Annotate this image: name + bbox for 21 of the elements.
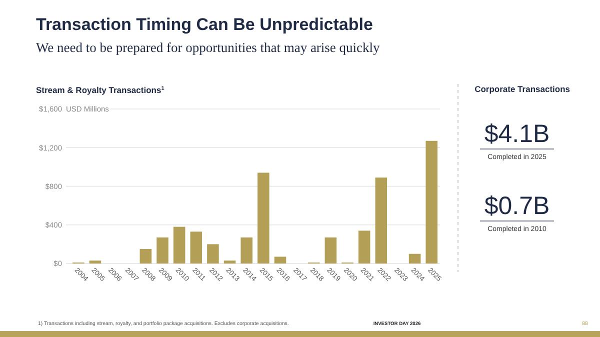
bar: [140, 249, 152, 264]
bar: [240, 237, 252, 264]
bar: [207, 244, 219, 264]
text: $4.1B: [484, 120, 550, 148]
bar: [258, 172, 270, 264]
chart-title: Transaction Timing Can Be Unpredictable: [36, 15, 373, 34]
bar: [190, 232, 202, 264]
bar: [358, 230, 370, 264]
bar: [173, 226, 186, 264]
bar: [89, 260, 102, 264]
bar: [156, 237, 168, 264]
text: Stream & Royalty Transactions$^{1}$: [36, 85, 164, 95]
bar: [375, 178, 388, 264]
bar: [408, 254, 421, 264]
bar: [324, 237, 337, 264]
bar: [274, 256, 286, 264]
bar: [426, 140, 438, 264]
text: $0.7B: [484, 192, 550, 220]
chart-subtitle: We need to be prepared for opportunities that may arise quickly: [36, 40, 380, 55]
text: Corporate Transactions: [474, 84, 570, 94]
bar: [224, 260, 236, 264]
